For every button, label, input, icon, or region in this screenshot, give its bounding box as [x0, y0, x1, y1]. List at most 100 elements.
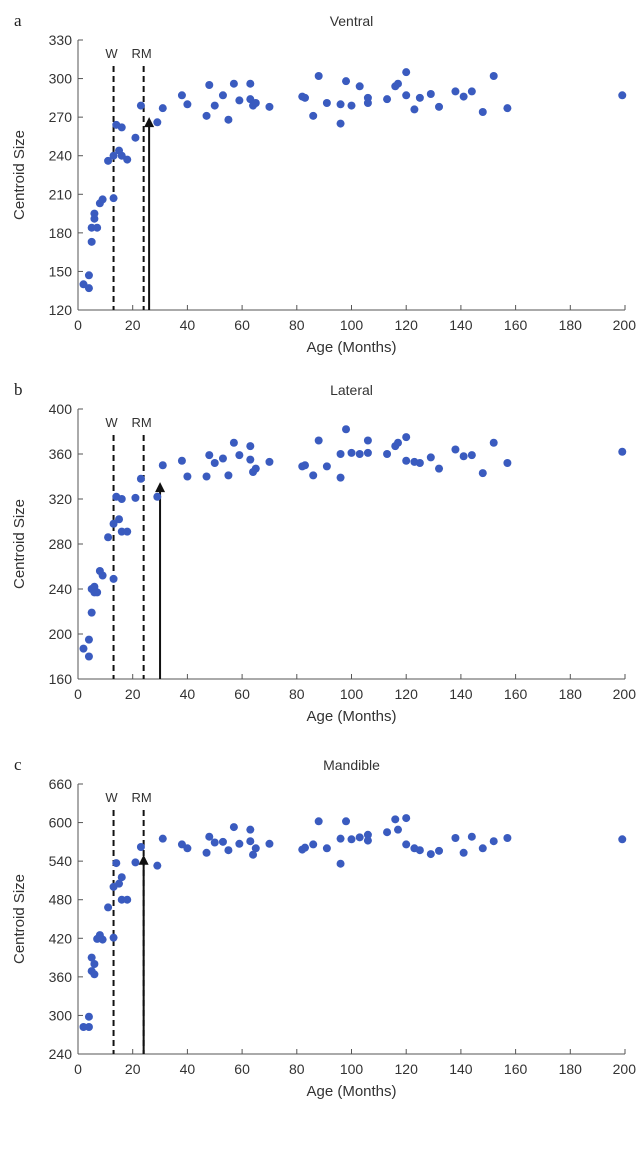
y-tick-label: 150: [49, 263, 73, 279]
data-point: [229, 79, 238, 88]
data-point: [235, 96, 244, 105]
data-point: [489, 72, 498, 80]
chart-title: Ventral: [330, 13, 374, 29]
data-point: [249, 850, 258, 859]
data-point: [402, 68, 411, 77]
x-tick-label: 140: [449, 317, 473, 333]
data-point: [131, 858, 140, 867]
data-point: [87, 953, 96, 962]
data-point: [210, 101, 219, 110]
x-tick-label: 0: [74, 1061, 82, 1077]
data-point: [246, 837, 255, 846]
data-point: [205, 81, 214, 89]
data-point: [322, 462, 331, 471]
y-tick-label: 270: [49, 109, 73, 125]
data-point: [618, 447, 627, 456]
vline-label-w: W: [105, 790, 118, 805]
data-point: [246, 79, 255, 88]
data-point: [355, 833, 364, 842]
vline-label-rm: RM: [132, 46, 152, 61]
data-point: [104, 156, 113, 165]
y-tick-label: 480: [49, 892, 73, 908]
data-point: [336, 450, 345, 458]
data-point: [363, 836, 372, 845]
y-axis-label: Centroid Size: [11, 130, 28, 220]
data-point: [235, 839, 244, 848]
data-point: [383, 95, 392, 104]
arrow-head: [138, 854, 149, 865]
y-tick-label: 210: [49, 186, 73, 202]
vline-label-rm: RM: [132, 415, 152, 430]
data-point: [218, 837, 227, 846]
data-point: [309, 471, 318, 480]
data-point: [402, 91, 411, 100]
data-point: [115, 879, 124, 888]
data-point: [202, 848, 211, 857]
data-point: [301, 461, 310, 470]
data-point: [84, 1012, 93, 1021]
data-point: [478, 844, 487, 853]
y-tick-label: 300: [49, 1007, 73, 1023]
panel-b: b Lateral 160 200 240 280 320 360 400 0 20 40 60 80 10…: [11, 380, 636, 725]
x-tick-label: 120: [395, 1061, 419, 1077]
data-point: [415, 459, 424, 467]
data-point: [87, 223, 96, 232]
data-point: [301, 843, 310, 852]
data-point: [117, 123, 126, 132]
data-point: [355, 82, 364, 91]
data-point: [309, 840, 318, 849]
data-point: [435, 464, 444, 473]
data-point: [301, 93, 310, 102]
x-tick-label: 200: [613, 317, 637, 333]
chart-title: Lateral: [330, 382, 373, 398]
y-tick-label: 200: [49, 626, 73, 642]
data-point: [109, 151, 118, 160]
data-point: [93, 223, 102, 232]
data-point: [218, 91, 227, 100]
data-point: [136, 843, 145, 851]
x-tick-label: 100: [340, 317, 364, 333]
data-point: [117, 527, 126, 536]
x-axis-label: Age (Months): [306, 339, 396, 356]
arrow-head: [144, 117, 155, 128]
data-point: [87, 608, 96, 617]
data-point: [109, 194, 118, 203]
x-tick-label: 200: [613, 1061, 637, 1077]
x-tick-label: 20: [125, 1061, 141, 1077]
data-point: [90, 209, 99, 218]
y-tick-label: 660: [49, 776, 73, 792]
data-point: [426, 90, 435, 98]
x-tick-label: 160: [504, 686, 528, 702]
y-tick-label: 300: [49, 71, 73, 87]
x-tick-label: 100: [340, 1061, 364, 1077]
x-axis-label: Age (Months): [306, 1083, 396, 1100]
x-tick-label: 160: [504, 317, 528, 333]
x-tick-label: 80: [289, 317, 305, 333]
data-point: [87, 237, 96, 246]
data-point: [363, 830, 372, 839]
data-point: [109, 933, 118, 942]
x-tick-label: 20: [125, 686, 141, 702]
data-point: [363, 99, 372, 107]
data-point: [229, 438, 238, 447]
y-tick-label: 360: [49, 969, 73, 985]
data-point: [309, 111, 318, 120]
x-tick-label: 120: [395, 686, 419, 702]
data-point: [202, 472, 211, 481]
data-point: [342, 817, 351, 826]
x-tick-label: 100: [340, 686, 364, 702]
y-tick-label: 360: [49, 446, 73, 462]
data-point: [393, 79, 402, 88]
data-point: [402, 840, 411, 849]
data-point: [90, 960, 99, 968]
data-point: [90, 970, 99, 979]
data-point: [229, 823, 238, 832]
data-point: [459, 452, 468, 461]
data-point: [467, 832, 476, 841]
x-tick-label: 60: [234, 686, 250, 702]
data-point: [363, 448, 372, 457]
data-point: [158, 834, 167, 843]
vline-label-w: W: [105, 46, 118, 61]
data-point: [224, 115, 233, 124]
